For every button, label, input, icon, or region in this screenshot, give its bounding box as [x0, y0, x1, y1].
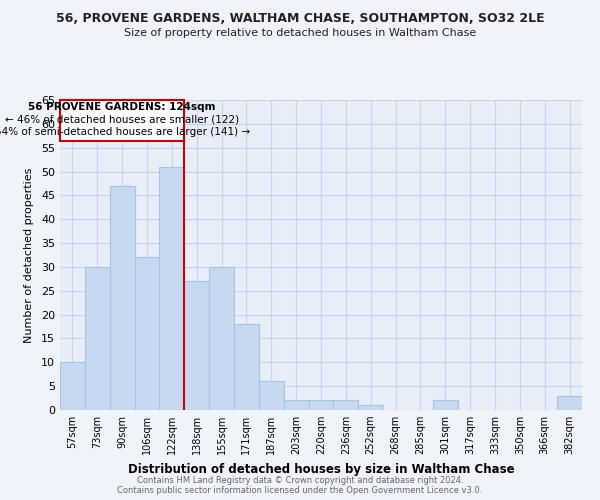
Text: 56 PROVENE GARDENS: 124sqm: 56 PROVENE GARDENS: 124sqm: [28, 102, 216, 112]
Bar: [184, 281, 209, 410]
Bar: [358, 405, 383, 410]
Text: 56, PROVENE GARDENS, WALTHAM CHASE, SOUTHAMPTON, SO32 2LE: 56, PROVENE GARDENS, WALTHAM CHASE, SOUT…: [56, 12, 544, 26]
Bar: [259, 382, 284, 410]
Bar: [110, 186, 134, 410]
Text: Size of property relative to detached houses in Waltham Chase: Size of property relative to detached ho…: [124, 28, 476, 38]
Text: Contains public sector information licensed under the Open Government Licence v3: Contains public sector information licen…: [118, 486, 482, 495]
Text: 54% of semi-detached houses are larger (141) →: 54% of semi-detached houses are larger (…: [0, 128, 250, 138]
Bar: [557, 396, 582, 410]
Bar: [234, 324, 259, 410]
Bar: [85, 267, 110, 410]
Text: ← 46% of detached houses are smaller (122): ← 46% of detached houses are smaller (12…: [5, 114, 239, 124]
Bar: [433, 400, 458, 410]
Bar: [284, 400, 308, 410]
X-axis label: Distribution of detached houses by size in Waltham Chase: Distribution of detached houses by size …: [128, 462, 514, 475]
Bar: [209, 267, 234, 410]
Bar: [134, 258, 160, 410]
Bar: [60, 362, 85, 410]
Text: Contains HM Land Registry data © Crown copyright and database right 2024.: Contains HM Land Registry data © Crown c…: [137, 476, 463, 485]
Y-axis label: Number of detached properties: Number of detached properties: [24, 168, 34, 342]
Bar: [334, 400, 358, 410]
Bar: [308, 400, 334, 410]
Bar: [160, 167, 184, 410]
FancyBboxPatch shape: [60, 100, 184, 140]
